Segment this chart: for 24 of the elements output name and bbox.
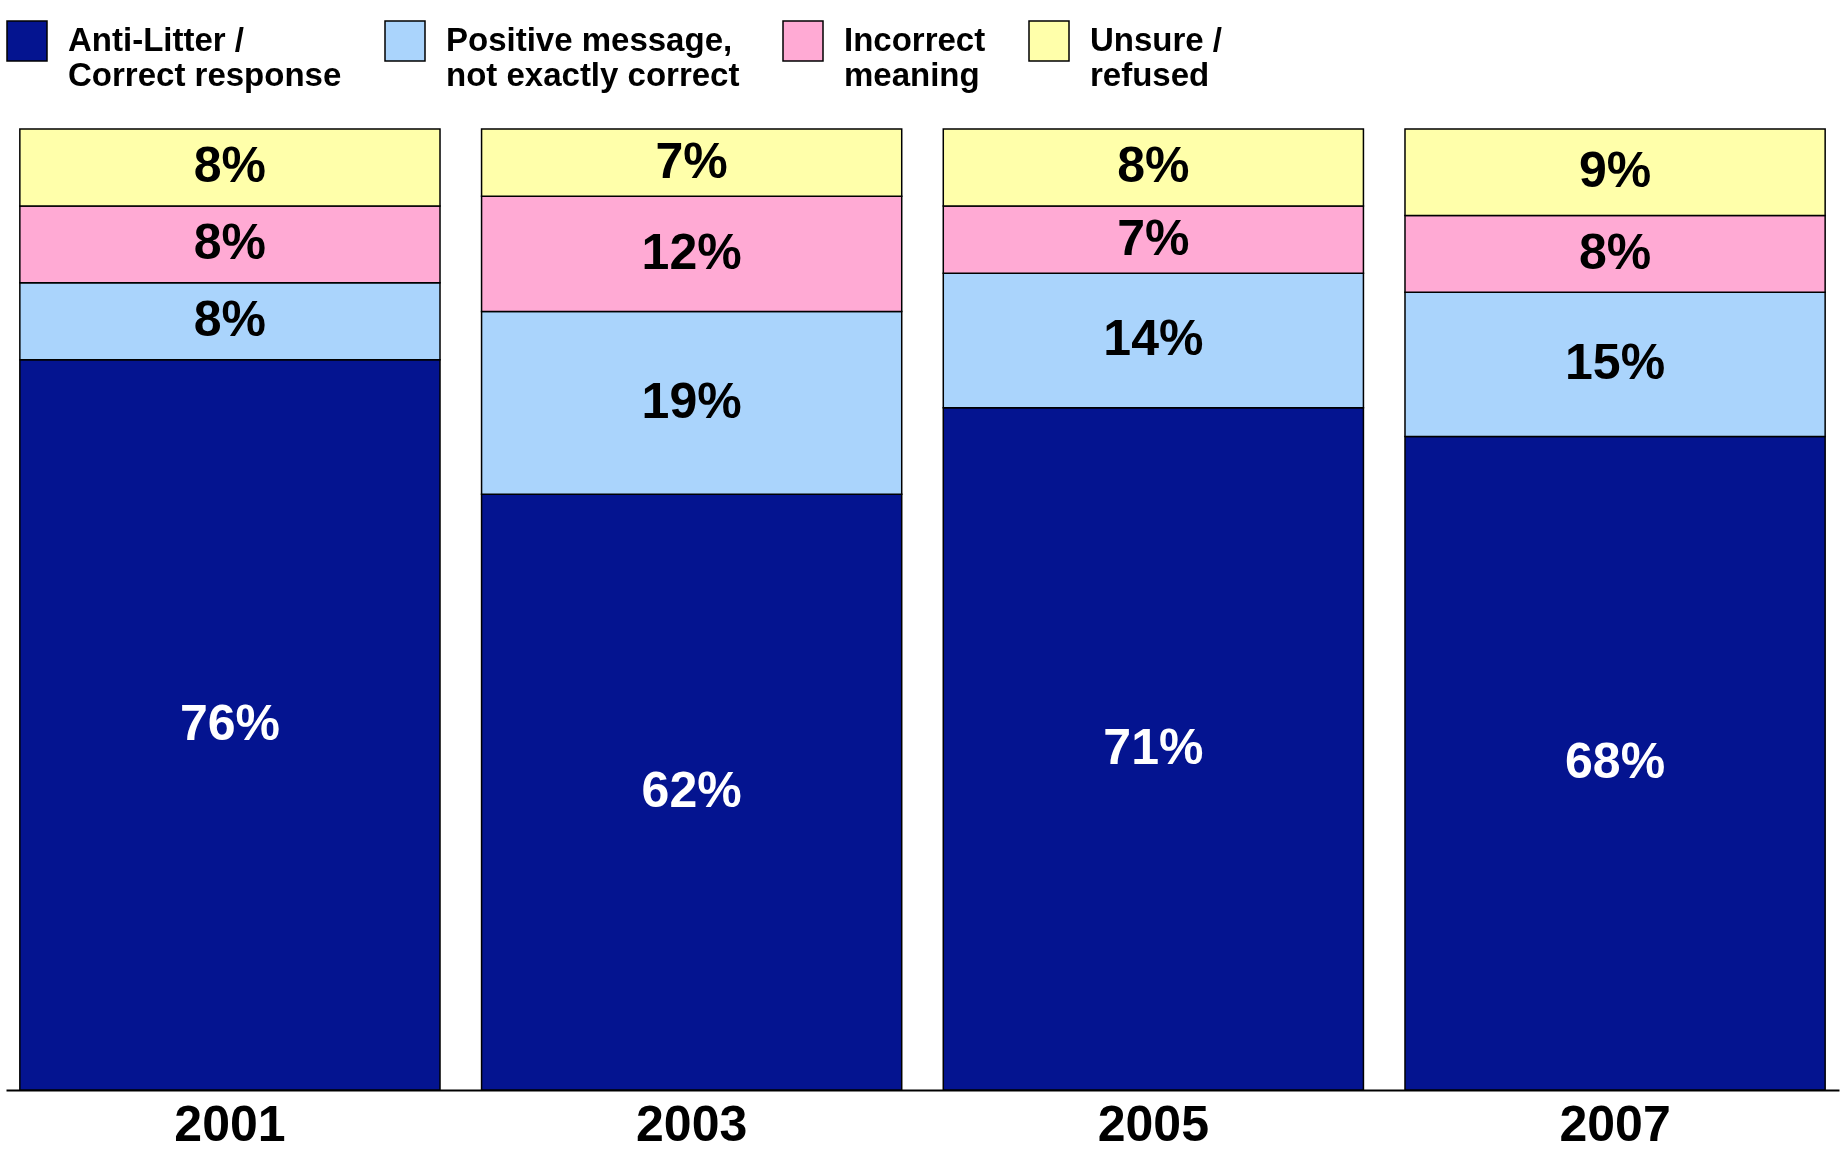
data-label: 71% [1103,718,1204,775]
legend-label: Unsure / refused [1090,21,1223,93]
data-label: 9% [1578,142,1652,199]
x-tick-label: 2001 [174,1095,286,1152]
data-label: 7% [1117,209,1190,266]
data-label: 19% [641,372,742,429]
data-label: 68% [1565,733,1666,790]
data-label: 8% [1578,223,1652,280]
legend-label: Positive message, not exactly correct [446,21,740,93]
data-label: 12% [641,223,742,280]
x-tick-label: 2003 [636,1095,748,1152]
data-label: 76% [179,694,280,751]
x-tick-label: 2005 [1097,1095,1209,1152]
data-label: 8% [1117,137,1190,194]
data-label: 8% [193,291,267,348]
data-label: 14% [1103,310,1204,367]
x-tick-label: 2007 [1559,1095,1671,1152]
data-label: 8% [193,214,267,271]
data-label: 62% [641,762,742,819]
data-label: 15% [1565,334,1666,391]
data-label: 7% [655,132,728,189]
legend-label: Incorrect meaning [844,21,986,93]
data-label: 8% [193,137,267,194]
legend-label: Anti-Litter / Correct response [68,21,342,93]
